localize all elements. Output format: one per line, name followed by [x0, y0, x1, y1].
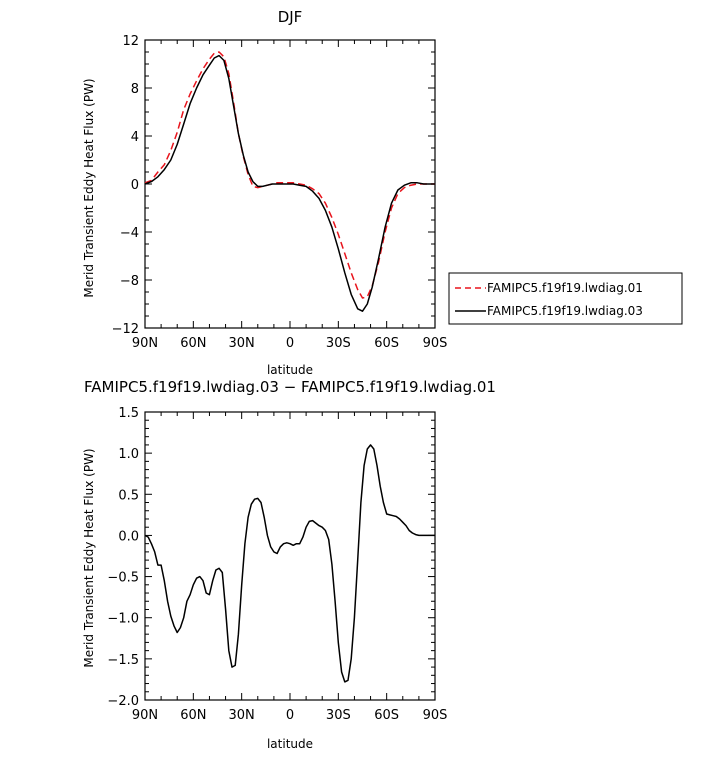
- top-xtick-label: 0: [286, 336, 294, 351]
- bottom-ytick-label: −2.0: [107, 694, 139, 709]
- bottom-xtick-label: 90N: [132, 708, 158, 723]
- bottom-xtick-label: 30N: [229, 708, 255, 723]
- legend-box: [448, 272, 683, 325]
- bottom-ytick-label: −1.0: [107, 612, 139, 627]
- top-xtick-label: 90S: [423, 336, 448, 351]
- legend-label-lwdiag-01: FAMIPC5.f19f19.lwdiag.01: [487, 281, 643, 295]
- bottom-ytick-label: 0.5: [118, 488, 139, 503]
- bottom-chart: 90N 60N 30N 0 30S 60S 90S 1.5 1.0 0.5 0.0 −0.5 −1.0 −…: [107, 406, 447, 723]
- bottom-ytick-label: 1.5: [118, 406, 139, 421]
- top-chart-ylabel: Merid Transient Eddy Heat Flux (PW): [82, 78, 96, 297]
- legend-label-lwdiag-03: FAMIPC5.f19f19.lwdiag.03: [487, 304, 643, 318]
- top-xtick-label: 60N: [180, 336, 206, 351]
- top-xtick-label: 30S: [326, 336, 351, 351]
- top-ytick-label: −12: [112, 322, 139, 337]
- legend: FAMIPC5.f19f19.lwdiag.01 FAMIPC5.f19f19.…: [448, 272, 683, 325]
- top-xtick-label: 90N: [132, 336, 158, 351]
- bottom-xtick-label: 90S: [423, 708, 448, 723]
- bottom-series-line-1: [144, 444, 435, 683]
- bottom-ytick-label: 1.0: [118, 447, 139, 462]
- top-chart-title: DJF: [278, 8, 303, 26]
- bottom-xtick-label: 0: [286, 708, 294, 723]
- bottom-chart-xlabel: latitude: [267, 737, 313, 751]
- bottom-ytick-label: 0.0: [118, 529, 139, 544]
- top-ytick-label: 4: [131, 130, 139, 145]
- top-xtick-label: 30N: [229, 336, 255, 351]
- bottom-ytick-label: −1.5: [107, 653, 139, 668]
- top-series-line-2: [144, 54, 435, 312]
- bottom-chart-ylabel: Merid Transient Eddy Heat Flux (PW): [82, 448, 96, 667]
- top-ytick-label: 0: [131, 178, 139, 193]
- bottom-xtick-label: 60S: [374, 708, 399, 723]
- bottom-chart-title: FAMIPC5.f19f19.lwdiag.03 − FAMIPC5.f19f1…: [84, 378, 496, 396]
- top-chart-xlabel: latitude: [267, 363, 313, 377]
- top-xtick-label: 60S: [374, 336, 399, 351]
- top-series-line-1: [144, 51, 435, 299]
- bottom-xtick-label: 30S: [326, 708, 351, 723]
- top-ytick-label: −4: [120, 226, 139, 241]
- bottom-ytick-label: −0.5: [107, 571, 139, 586]
- top-ytick-label: 8: [131, 82, 139, 97]
- top-ytick-label: 12: [122, 34, 139, 49]
- bottom-xtick-label: 60N: [180, 708, 206, 723]
- top-chart: 90N 60N 30N 0 30S 60S 90S 12 8 4 0 −4 −8 −12: [112, 34, 448, 351]
- top-ytick-label: −8: [120, 274, 139, 289]
